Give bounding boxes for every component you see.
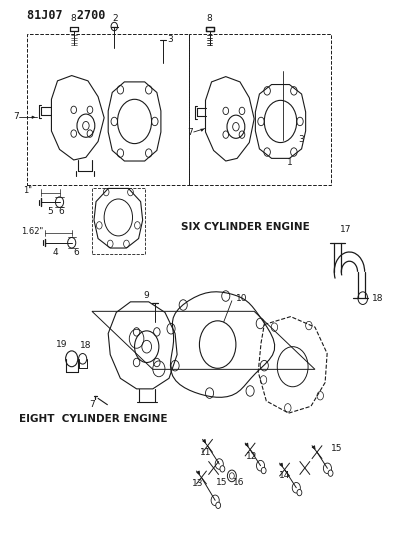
Text: 18: 18 — [80, 341, 92, 350]
Text: 81J07  2700: 81J07 2700 — [27, 10, 106, 22]
Text: 17: 17 — [339, 225, 351, 234]
Text: 7: 7 — [187, 127, 193, 136]
Circle shape — [220, 466, 225, 472]
Text: 1": 1" — [23, 186, 32, 195]
Text: 16: 16 — [233, 478, 245, 487]
Circle shape — [328, 470, 333, 477]
Circle shape — [261, 467, 266, 474]
Text: EIGHT  CYLINDER ENGINE: EIGHT CYLINDER ENGINE — [19, 415, 168, 424]
Text: 8: 8 — [71, 14, 76, 23]
Text: 3: 3 — [299, 135, 305, 144]
Text: 5: 5 — [47, 207, 53, 216]
Text: 6: 6 — [59, 207, 65, 216]
Text: 13: 13 — [192, 479, 203, 488]
Text: 15: 15 — [331, 444, 343, 453]
Text: 14: 14 — [279, 471, 290, 480]
Text: 12: 12 — [247, 452, 258, 461]
Text: 2: 2 — [113, 14, 118, 23]
Text: 1.62": 1.62" — [21, 227, 43, 236]
Text: 10: 10 — [236, 294, 247, 303]
Text: 7: 7 — [89, 400, 95, 409]
Text: 18: 18 — [372, 294, 383, 303]
Text: 11: 11 — [200, 448, 211, 457]
Text: 9: 9 — [144, 291, 150, 300]
Text: 19: 19 — [56, 340, 67, 349]
Circle shape — [216, 502, 221, 508]
Text: SIX CYLINDER ENGINE: SIX CYLINDER ENGINE — [181, 222, 310, 232]
Text: 1: 1 — [286, 158, 292, 167]
Text: 3: 3 — [167, 35, 173, 44]
Text: 6: 6 — [73, 248, 79, 257]
Text: 15: 15 — [216, 478, 227, 487]
Text: 4: 4 — [53, 248, 58, 257]
Text: 8: 8 — [207, 14, 212, 23]
Circle shape — [297, 489, 302, 496]
Text: 7: 7 — [13, 112, 18, 120]
